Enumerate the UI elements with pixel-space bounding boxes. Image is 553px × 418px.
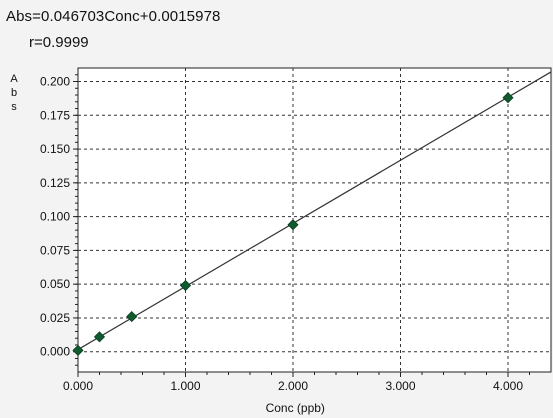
y-axis-label: Abs	[10, 73, 18, 113]
y-tick-label: 0.000	[40, 345, 70, 359]
fit-line-group	[77, 71, 552, 351]
y-tick-label: 0.050	[40, 277, 70, 291]
x-tick-label: 2.000	[278, 379, 308, 393]
y-tick-label: 0.175	[40, 108, 70, 122]
data-point	[93, 331, 106, 343]
x-tick-label: 4.000	[493, 379, 523, 393]
data-point	[179, 279, 192, 292]
data-point	[502, 92, 514, 104]
data-point	[287, 219, 299, 231]
x-tick-label: 0.000	[63, 379, 93, 393]
y-tick-label: 0.125	[40, 176, 70, 190]
data-points	[72, 92, 514, 356]
x-axis-label: Conc (ppb)	[266, 401, 325, 415]
x-tick-label: 3.000	[385, 379, 415, 393]
correlation-coefficient: r=0.9999	[29, 34, 89, 51]
y-tick-label: 0.075	[40, 243, 70, 257]
y-tick-label: 0.200	[40, 75, 70, 89]
y-tick-label: 0.025	[40, 311, 70, 325]
regression-equation: Abs=0.046703Conc+0.0015978	[6, 8, 221, 25]
axis-ticks: 0.000 1.000 2.000 3.000 4.000 0.000 0.025 0.0…	[40, 74, 530, 393]
y-tick-label: 0.150	[40, 142, 70, 156]
x-tick-label: 1.000	[170, 379, 200, 393]
data-point	[126, 311, 138, 323]
y-tick-label: 0.100	[40, 210, 70, 224]
data-point	[72, 344, 84, 356]
fit-line	[77, 71, 552, 351]
